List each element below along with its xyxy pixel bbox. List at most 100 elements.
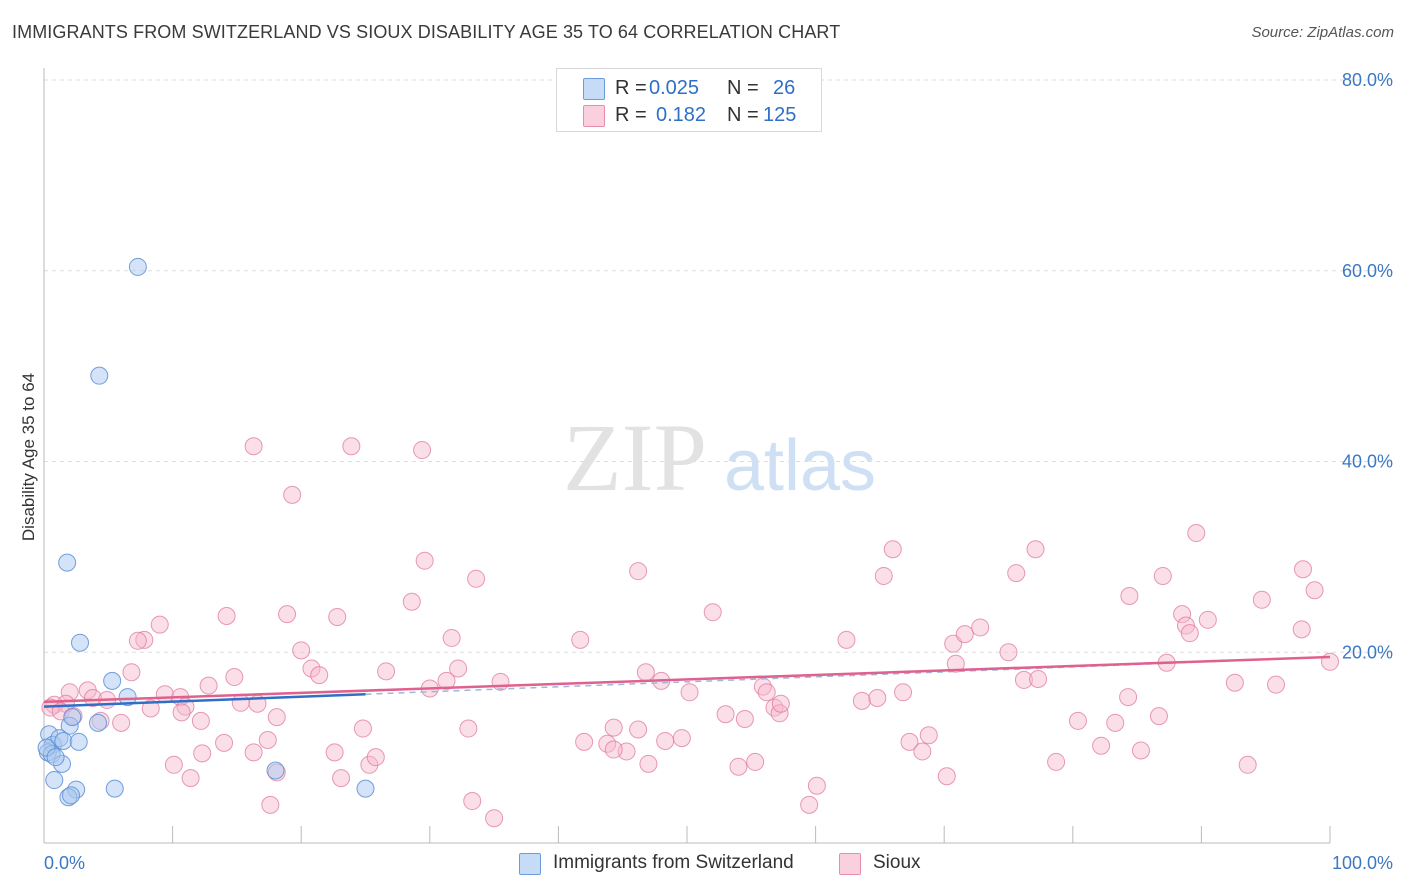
data-point-sioux: [1068, 711, 1087, 730]
data-point-sioux: [1029, 669, 1048, 688]
tick-labels: 20.0% 40.0% 60.0% 80.0% 0.0% 100.0%: [44, 70, 1393, 873]
data-point-sioux: [672, 729, 691, 748]
data-point-switzerland: [266, 761, 285, 780]
data-point-sioux: [800, 795, 819, 814]
data-point-sioux: [122, 663, 141, 682]
data-point-sioux: [937, 767, 956, 786]
legend-row-sioux: R = 0.182 N = 125: [557, 102, 821, 128]
data-point-sioux: [946, 654, 965, 673]
data-point-sioux: [1292, 620, 1311, 639]
data-point-sioux: [193, 744, 212, 763]
data-point-sioux: [217, 607, 236, 626]
y-tick-label: 80.0%: [1342, 70, 1393, 90]
legend-r-value: 0.025: [649, 77, 700, 99]
data-point-sioux: [604, 718, 623, 737]
data-point-sioux: [402, 592, 421, 611]
data-point-sioux: [191, 711, 210, 730]
data-point-sioux: [1266, 675, 1285, 694]
data-point-switzerland: [69, 732, 88, 751]
y-axis-label: Disability Age 35 to 64: [19, 373, 38, 541]
data-point-switzerland: [58, 553, 77, 572]
legend-r-value: 0.182: [656, 104, 707, 126]
data-point-sioux: [332, 769, 351, 788]
data-point-sioux: [575, 732, 594, 751]
data-point-sioux: [244, 743, 263, 762]
data-point-sioux: [868, 689, 887, 708]
data-point-sioux: [874, 566, 893, 585]
data-point-sioux: [413, 441, 432, 460]
data-point-switzerland: [63, 708, 82, 727]
data-point-sioux: [1120, 586, 1139, 605]
data-point-sioux: [325, 743, 344, 762]
data-point-sioux: [900, 732, 919, 751]
legend-n-value: 125: [763, 104, 797, 126]
data-point-sioux: [437, 671, 456, 690]
data-point-sioux: [883, 540, 902, 559]
data-point-sioux: [150, 615, 169, 634]
data-point-sioux: [342, 437, 361, 456]
data-point-sioux: [807, 776, 826, 795]
legend-r-label: R =: [615, 77, 647, 99]
data-point-sioux: [360, 755, 379, 774]
data-point-switzerland: [105, 779, 124, 798]
data-point-sioux: [310, 666, 329, 685]
data-point-sioux: [258, 730, 277, 749]
source-label: Source: ZipAtlas.com: [1251, 24, 1394, 41]
data-point-sioux: [771, 694, 790, 713]
data-point-sioux: [467, 569, 486, 588]
data-point-sioux: [656, 731, 675, 750]
data-point-sioux: [1187, 524, 1206, 543]
data-point-sioux: [852, 691, 871, 710]
data-point-sioux: [1238, 755, 1257, 774]
data-point-sioux: [485, 809, 504, 828]
data-point-sioux: [944, 634, 963, 653]
data-point-sioux: [112, 713, 131, 732]
data-point-sioux: [292, 641, 311, 660]
series-sioux-points: [41, 437, 1339, 828]
data-point-sioux: [1131, 741, 1150, 760]
data-point-switzerland: [103, 671, 122, 690]
data-point-sioux: [283, 485, 302, 504]
data-point-sioux: [449, 659, 468, 678]
legend-swatch-blue: [583, 78, 605, 100]
data-point-sioux: [442, 628, 461, 647]
data-point-sioux: [1106, 713, 1125, 732]
legend-n-value: 26: [773, 77, 796, 99]
data-point-sioux: [1173, 605, 1192, 624]
data-point-sioux: [1149, 707, 1168, 726]
data-point-sioux: [770, 704, 789, 723]
data-point-switzerland: [46, 748, 65, 767]
data-point-switzerland: [54, 731, 73, 750]
data-point-switzerland: [90, 366, 109, 385]
data-point-sioux: [155, 685, 174, 704]
data-point-sioux: [1293, 560, 1312, 579]
data-point-sioux: [680, 683, 699, 702]
data-point-sioux: [135, 630, 154, 649]
chart-title: IMMIGRANTS FROM SWITZERLAND VS SIOUX DIS…: [12, 22, 841, 42]
data-point-sioux: [267, 708, 286, 727]
legend-swatch-pink: [583, 105, 605, 127]
watermark-zip: ZIP: [563, 404, 707, 511]
bottom-legend-swatch-pink: [839, 853, 861, 875]
series-switzerland-points: [37, 257, 375, 807]
data-point-switzerland: [118, 688, 137, 707]
data-point-sioux: [1198, 610, 1217, 629]
data-point-sioux: [244, 437, 263, 456]
data-point-sioux: [604, 740, 623, 759]
data-point-sioux: [463, 792, 482, 811]
data-point-sioux: [172, 703, 191, 722]
data-point-sioux: [1180, 624, 1199, 643]
data-point-switzerland: [89, 713, 108, 732]
data-point-sioux: [913, 742, 932, 761]
legend-r-label: R =: [615, 104, 647, 126]
bottom-legend-swatch-blue: [519, 853, 541, 875]
data-point-sioux: [571, 630, 590, 649]
bottom-legend-label: Immigrants from Switzerland: [553, 852, 794, 873]
data-point-sioux: [1047, 752, 1066, 771]
data-point-sioux: [353, 719, 372, 738]
data-point-sioux: [1153, 566, 1172, 585]
data-point-switzerland: [45, 771, 64, 790]
legend: R = 0.025 N = 26 R = 0.182 N = 125: [556, 68, 822, 132]
data-point-sioux: [971, 618, 990, 637]
y-tick-label: 20.0%: [1342, 642, 1393, 662]
